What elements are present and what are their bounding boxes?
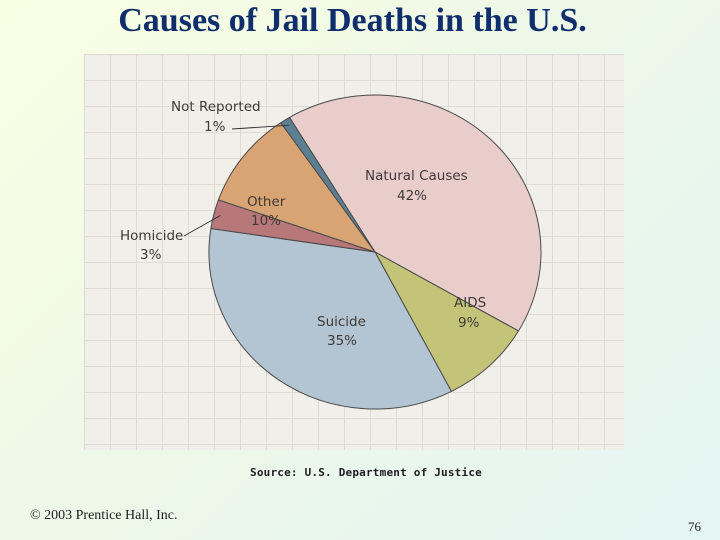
slice-label-natural-causes: Natural Causes [365,168,468,184]
pie-chart: Natural Causes 42% AIDS 9% Suicide 35% Homicid… [120,94,542,410]
pie-slice-other [217,122,376,253]
leader-line-not-reported [231,124,289,130]
slice-label-homicide: Homicide [120,228,183,244]
pie-slice-suicide [208,228,452,410]
source-note: Source: U.S. Department of Justice [250,466,482,479]
slice-label-suicide: Suicide [317,314,366,330]
slice-labels: Natural Causes 42% AIDS 9% Suicide 35% Homicid… [120,99,486,349]
page-number: 76 [688,519,701,534]
page-title: Causes of Jail Deaths in the U.S. [118,2,587,39]
slice-value-suicide: 35% [327,333,357,349]
slice-value-not-reported: 1% [204,119,226,135]
pie-slice-not-reported [280,116,376,253]
slice-label-aids: AIDS [454,295,486,311]
slice-value-other: 10% [251,213,281,229]
slice-label-other: Other [247,194,286,210]
pie-slice-natural-causes [289,94,542,332]
slice-value-homicide: 3% [140,247,162,263]
pie-chart-panel: Natural Causes 42% AIDS 9% Suicide 35% Homicid… [84,54,624,450]
leader-lines [183,124,289,237]
pie-slices [208,94,542,410]
slice-label-not-reported: Not Reported [171,99,261,115]
copyright-text: © 2003 Prentice Hall, Inc. [30,508,178,523]
pie-slice-aids [374,251,519,392]
slice-value-aids: 9% [458,315,480,331]
slice-value-natural-causes: 42% [397,188,427,204]
leader-line-homicide [183,215,221,237]
